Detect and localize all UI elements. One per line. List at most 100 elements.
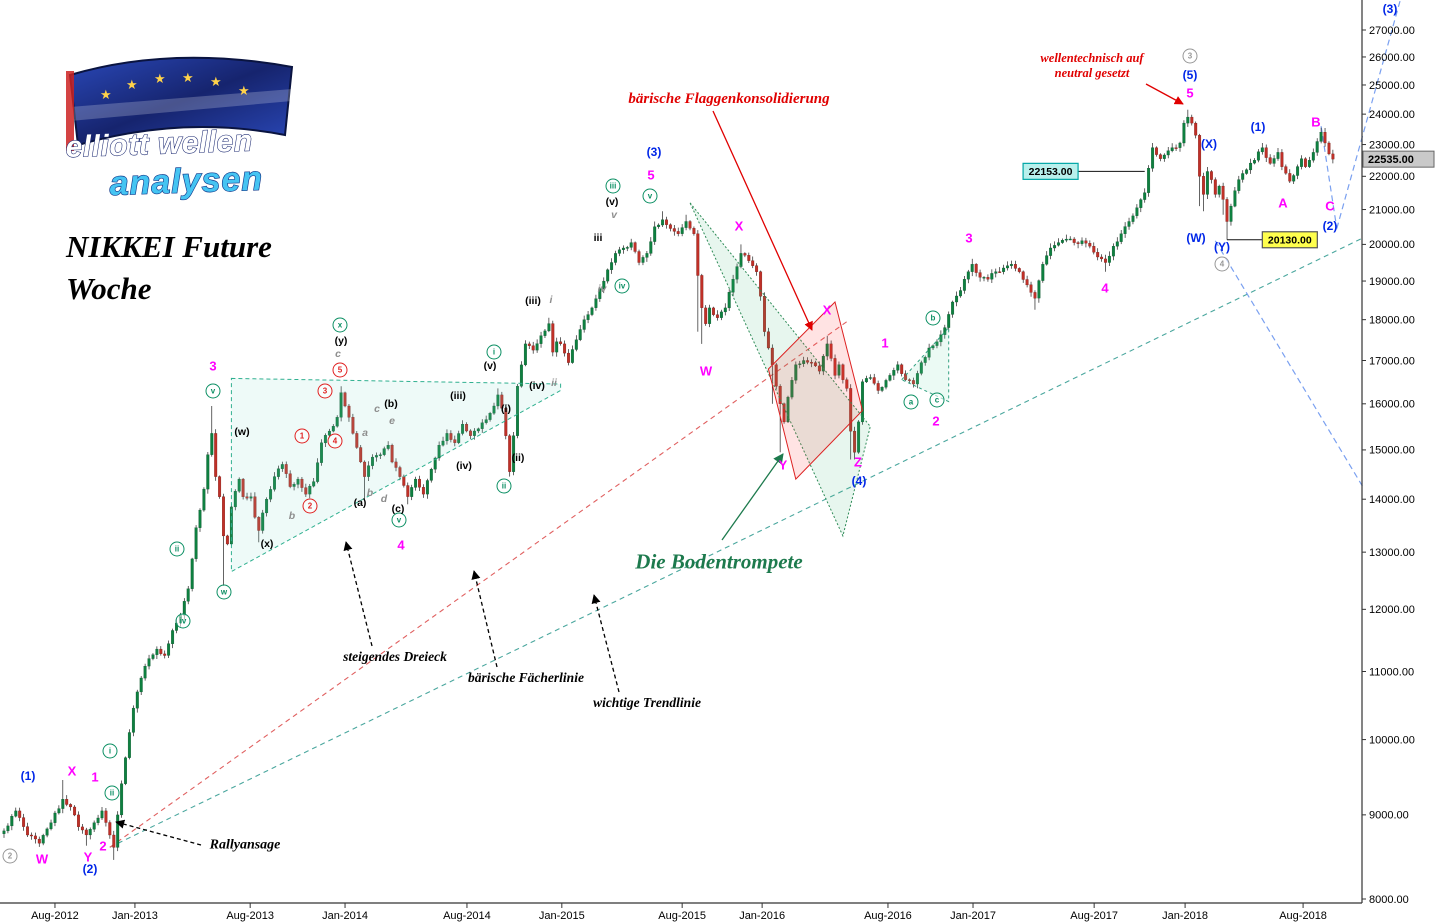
- annotation-arrow-wichtige-trendlinie: [591, 594, 620, 693]
- x-tick-label: Aug-2014: [443, 910, 491, 922]
- svg-text:★: ★: [126, 77, 138, 92]
- candle-body: [253, 496, 257, 518]
- candle-body: [159, 648, 163, 654]
- candle-body: [449, 433, 453, 440]
- candle-body: [1009, 264, 1013, 266]
- candle-body: [570, 349, 574, 363]
- candle-body: [555, 341, 559, 353]
- candle-body: [300, 478, 304, 488]
- candle-body: [523, 343, 527, 366]
- candle-body: [876, 383, 880, 391]
- candle-body: [276, 468, 280, 477]
- candle-body: [124, 757, 127, 784]
- candle-body: [919, 362, 923, 374]
- candle-body: [347, 405, 351, 418]
- candle-body: [476, 428, 480, 432]
- candle-body: [194, 527, 198, 559]
- candle-body: [1253, 160, 1256, 164]
- candle-body: [73, 806, 77, 816]
- candle-body: [508, 435, 512, 472]
- candle-body: [810, 362, 813, 364]
- y-tick-label: 22000.00: [1369, 171, 1415, 183]
- candle-body: [1213, 179, 1217, 195]
- candle-body: [386, 445, 390, 449]
- candle-body: [868, 377, 872, 379]
- candle-body: [41, 835, 45, 844]
- candle-body: [935, 341, 939, 346]
- candle-body: [759, 271, 763, 297]
- candle-body: [888, 375, 892, 381]
- candle-body: [155, 648, 159, 655]
- candle-body: [335, 417, 339, 427]
- candle-body: [80, 826, 84, 831]
- chart-title-line2: Woche: [66, 270, 152, 306]
- candle-body: [990, 273, 994, 280]
- candle-body: [331, 426, 335, 432]
- candle-body: [1327, 142, 1331, 155]
- candle-body: [245, 496, 249, 499]
- candle-body: [986, 277, 990, 280]
- trendline-wichtige-trendlinie: [109, 236, 1365, 848]
- candle-body: [429, 469, 433, 481]
- candle-body: [29, 834, 33, 837]
- price-level-22153-box: [1022, 162, 1079, 180]
- candle-body: [1300, 158, 1303, 167]
- candle-body: [1045, 255, 1049, 265]
- candle-body: [273, 476, 276, 490]
- candle-body: [65, 799, 69, 805]
- candle-body: [1088, 243, 1092, 247]
- trendline-blaue-projektion-baerisch: [1214, 240, 1365, 490]
- candle-body: [492, 405, 496, 414]
- y-tick-label: 25000.00: [1369, 80, 1415, 92]
- candle-body: [1155, 147, 1158, 155]
- candle-body: [806, 360, 810, 363]
- candle-body: [92, 822, 96, 830]
- candle-body: [719, 311, 723, 318]
- y-tick-label: 21000.00: [1369, 204, 1415, 216]
- candle-body: [602, 280, 606, 289]
- y-tick-label: 15000.00: [1369, 445, 1415, 457]
- candle-body: [394, 461, 398, 468]
- annotation-arrow-bodentrompete: [721, 453, 784, 541]
- x-tick-label: Aug-2013: [226, 910, 274, 922]
- candle-body: [1131, 215, 1135, 222]
- candle-body: [296, 478, 300, 485]
- candle-body: [308, 485, 312, 495]
- candle-body: [927, 347, 931, 358]
- price-level-22153-value: 22153.00: [1029, 166, 1073, 178]
- logo-text-line1: elliott wellen: [65, 124, 253, 164]
- candle-body: [127, 732, 131, 758]
- candle-body: [1084, 240, 1088, 244]
- candle-body: [421, 487, 425, 495]
- candle-body: [1249, 162, 1253, 171]
- x-tick-label: Jan-2014: [322, 910, 368, 922]
- candle-body: [257, 517, 261, 531]
- y-tick-label: 16000.00: [1369, 399, 1415, 411]
- trendline-blaue-projektion-c-ab: [1320, 126, 1338, 229]
- candle-body: [911, 380, 915, 385]
- y-tick-label: 23000.00: [1369, 139, 1415, 151]
- candle-body: [853, 430, 857, 453]
- y-tick-label: 12000.00: [1369, 604, 1415, 616]
- candle-body: [1202, 176, 1205, 195]
- candle-body: [49, 822, 53, 830]
- candle-body: [668, 224, 672, 229]
- candle-body: [1162, 154, 1166, 159]
- candle-body: [261, 512, 265, 531]
- candle-body: [621, 247, 625, 250]
- candle-body: [1139, 199, 1143, 208]
- candle-body: [131, 707, 135, 733]
- candle-body: [1256, 151, 1260, 161]
- candle-body: [469, 430, 472, 436]
- candle-body: [790, 380, 794, 398]
- x-tick-label: Aug-2012: [31, 910, 79, 922]
- candle-body: [1280, 152, 1284, 167]
- logo-text-line2: analysen: [109, 160, 264, 203]
- candle-body: [457, 433, 461, 443]
- candle-body: [312, 481, 316, 487]
- candle-body: [594, 298, 598, 308]
- candle-body: [1002, 267, 1006, 272]
- candle-body: [1111, 246, 1115, 257]
- candle-body: [414, 478, 418, 488]
- candle-body: [567, 352, 570, 363]
